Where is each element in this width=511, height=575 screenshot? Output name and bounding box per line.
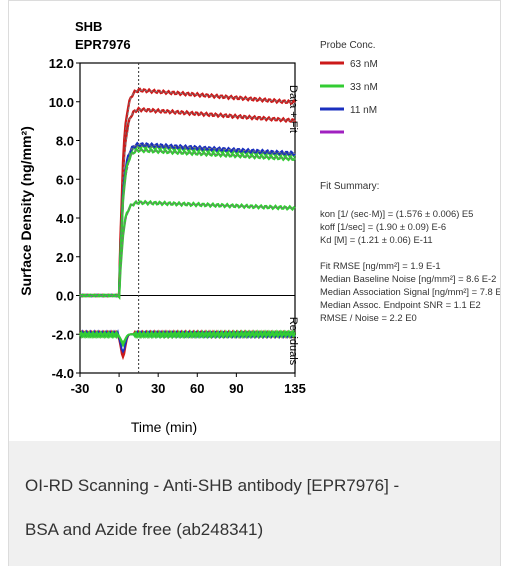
y-tick-label: 6.0 bbox=[56, 172, 74, 187]
legend-title: Probe Conc. bbox=[320, 40, 376, 51]
y-axis-label: Surface Density (ng/mm²) bbox=[18, 126, 34, 296]
y-tick-label: 2.0 bbox=[56, 250, 74, 265]
series-line bbox=[79, 143, 296, 298]
plot-layer: 12.0 10.0 8.0 6.0 4.0 2.0 0.0 -2.0 -4.0-30 0 30 60 9… bbox=[49, 56, 306, 396]
fit-summary-line: Median Association Signal [ng/mm²] = 7.8… bbox=[320, 286, 500, 297]
caption-line-1: OI-RD Scanning - Anti-SHB antibody [EPR7… bbox=[25, 476, 400, 495]
fit-line bbox=[80, 149, 296, 296]
series-line bbox=[79, 147, 297, 300]
x-tick-label: 60 bbox=[190, 381, 204, 396]
legend-label: 11 nM bbox=[350, 105, 377, 116]
y-tick-label: -2.0 bbox=[52, 327, 74, 342]
figure-area: SHB EPR7976 Surface Density (ng/mm²) Tim… bbox=[9, 1, 507, 439]
y-tick-label: 10.0 bbox=[49, 95, 74, 110]
x-tick-label: -30 bbox=[71, 381, 90, 396]
fit-summary-line: kon [1/ (sec·M)] = (1.576 ± 0.006) E5 bbox=[320, 208, 473, 219]
x-tick-label: 135 bbox=[284, 381, 306, 396]
binding-curve-chart: SHB EPR7976 Surface Density (ng/mm²) Tim… bbox=[18, 19, 507, 435]
chart-title-line2: EPR7976 bbox=[75, 37, 131, 52]
y-tick-label: 8.0 bbox=[56, 134, 74, 149]
y-tick-label: -4.0 bbox=[52, 366, 74, 381]
right-label-data-fit: Data + Fit bbox=[287, 85, 299, 133]
x-axis-label: Time (min) bbox=[131, 419, 197, 435]
caption-line-2: BSA and Azide free (ab248341) bbox=[25, 520, 264, 539]
chart-title-line1: SHB bbox=[75, 19, 102, 34]
series-line bbox=[79, 141, 296, 298]
fit-line bbox=[80, 145, 296, 296]
x-tick-label: 30 bbox=[151, 381, 165, 396]
fit-line bbox=[80, 143, 295, 296]
y-tick-label: 12.0 bbox=[49, 56, 74, 71]
y-tick-label: 4.0 bbox=[56, 211, 74, 226]
fit-summary-line: Fit RMSE [ng/mm²] = 1.9 E-1 bbox=[320, 260, 441, 271]
right-label-residuals: Residuals bbox=[287, 317, 299, 366]
legend: Probe Conc. 63 nM 33 nM 11 nM bbox=[320, 40, 378, 134]
x-tick-label: 90 bbox=[229, 381, 243, 396]
product-image-card: SHB EPR7976 Surface Density (ng/mm²) Tim… bbox=[8, 0, 507, 566]
series-line bbox=[79, 199, 296, 300]
x-tick-label: 0 bbox=[115, 381, 122, 396]
legend-label: 33 nM bbox=[350, 82, 378, 93]
fit-line bbox=[80, 89, 296, 296]
legend-label: 63 nM bbox=[350, 59, 378, 70]
fit-summary-line: Median Baseline Noise [ng/mm²] = 8.6 E-2 bbox=[320, 273, 496, 284]
fit-summary: Fit Summary: kon [1/ (sec·M)] = (1.576 ±… bbox=[320, 181, 507, 323]
fit-summary-line: RMSE / Noise = 2.2 E0 bbox=[320, 312, 417, 323]
caption-area: OI-RD Scanning - Anti-SHB antibody [EPR7… bbox=[9, 441, 500, 566]
residual-line bbox=[79, 330, 296, 344]
fit-summary-line: Median Assoc. Endpoint SNR = 1.1 E2 bbox=[320, 299, 481, 310]
fit-summary-line: koff [1/sec] = (1.90 ± 0.09) E-6 bbox=[320, 221, 446, 232]
y-tick-label: 0.0 bbox=[56, 289, 74, 304]
plot-frame bbox=[79, 62, 296, 374]
fit-summary-line: Kd [M] = (1.21 ± 0.06) E-11 bbox=[320, 234, 433, 245]
fit-summary-title: Fit Summary: bbox=[320, 181, 379, 192]
fit-line bbox=[80, 202, 296, 296]
